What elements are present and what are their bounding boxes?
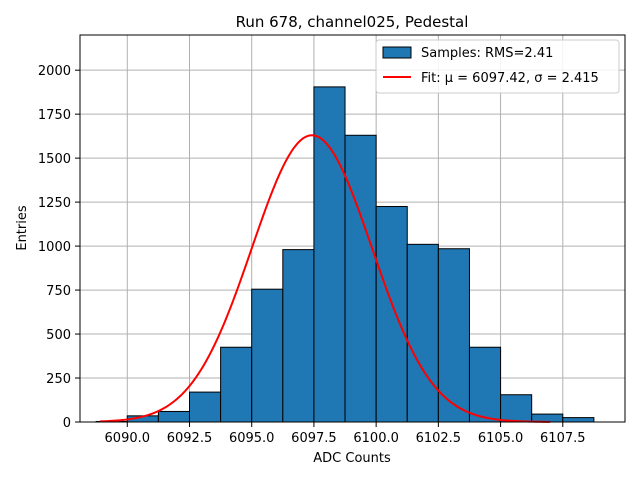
fit-curve: [99, 134, 551, 423]
y-tick-label: 1500: [38, 152, 71, 167]
x-tick-label: 6097.5: [291, 431, 337, 446]
histogram-bar: [344, 134, 377, 423]
histogram-bar: [157, 410, 190, 423]
histogram-bars: [95, 86, 595, 423]
histogram-bar: [220, 346, 253, 423]
x-tick-label: 6102.5: [416, 431, 462, 446]
legend: Samples: RMS=2.41 Fit: μ = 6097.42, σ = …: [375, 39, 620, 94]
x-tick-label: 6092.5: [167, 431, 213, 446]
fit-curve-group: [99, 134, 551, 423]
legend-histogram-label: Samples: RMS=2.41: [421, 46, 553, 61]
histogram-bar: [375, 206, 408, 423]
histogram-bar: [468, 346, 502, 423]
y-tick-label: 500: [46, 328, 71, 343]
histogram-bar: [188, 391, 222, 423]
y-tick-label: 250: [46, 372, 71, 387]
y-axis-label: Entries: [15, 205, 30, 251]
x-tick-label: 6107.5: [540, 431, 586, 446]
histogram-bar: [406, 243, 439, 423]
y-tick-label: 1250: [38, 196, 71, 211]
histogram-bar: [282, 249, 315, 423]
plot-frame: [79, 34, 626, 423]
x-tick-label: 6090.0: [105, 431, 151, 446]
x-tick-label: 6095.0: [229, 431, 275, 446]
x-axis-ticks: 6090.0 6092.5 6095.0 6097.5 6100.0 6102.5 6105…: [105, 422, 586, 446]
y-tick-label: 1750: [38, 108, 71, 123]
y-tick-label: 0: [63, 416, 71, 431]
y-tick-label: 750: [46, 284, 71, 299]
x-tick-label: 6105.0: [478, 431, 524, 446]
y-axis-ticks: 0 250 500 750 1000 1250 1500 1750 2000: [38, 64, 80, 431]
legend-histogram-swatch: [382, 46, 412, 59]
y-tick-label: 2000: [38, 64, 71, 79]
histogram-bar: [500, 394, 533, 423]
legend-box: [375, 39, 620, 94]
chart-title: Run 678, channel025, Pedestal: [236, 13, 469, 31]
histogram-bar: [251, 288, 284, 423]
x-tick-label: 6100.0: [353, 431, 399, 446]
histogram-bar: [562, 417, 595, 423]
legend-fit-label: Fit: μ = 6097.42, σ = 2.415: [421, 71, 599, 86]
x-axis-label: ADC Counts: [313, 451, 391, 466]
y-tick-label: 1000: [38, 240, 71, 255]
